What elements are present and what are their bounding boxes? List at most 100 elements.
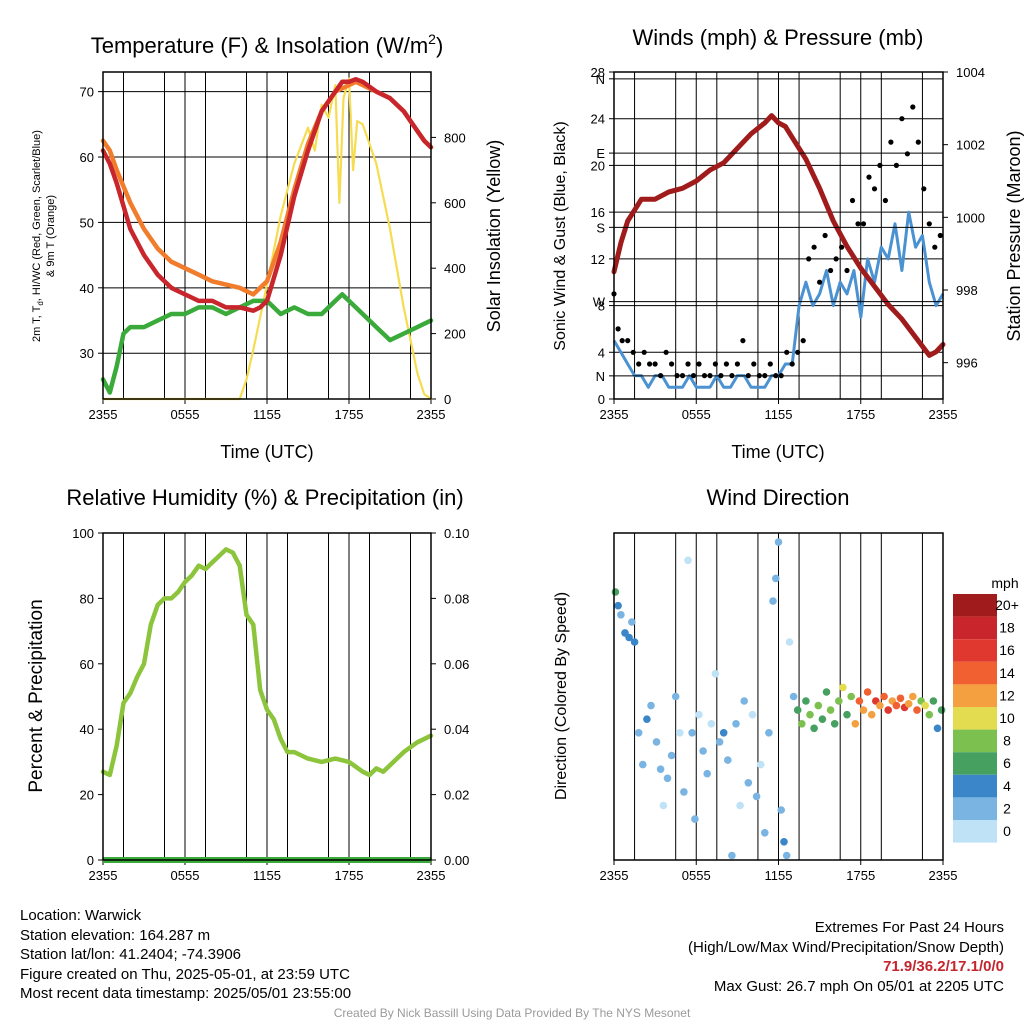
humidity-title: Relative Humidity (%) & Precipitation (i… [66,485,463,510]
direction-point [847,692,855,701]
winds-panel: Winds (mph) & Pressure (mb) 2355 0555 1155… [552,25,1024,462]
direction-point [724,756,732,764]
x-tick-label: 2355 [417,407,446,422]
sol-line [101,77,433,401]
winds-x-label: Time (UTC) [731,442,824,462]
direction-point [921,701,929,710]
temperature-tick-labels: 2355 0555 1155 1755 2355 30 40 50 60 70 0 200 400 600… [80,85,466,422]
direction-point [699,747,707,755]
direction-point [884,706,892,714]
gust-point [910,104,916,110]
gust-point [630,349,636,355]
y-tick-label: 80 [80,591,94,606]
x-tick-label: 0555 [171,407,200,422]
direction-point [933,724,942,733]
recent-timestamp: Most recent data timestamp: 2025/05/01 2… [20,985,352,1002]
direction-point [634,729,643,737]
gust-point [636,361,642,367]
gust-point [921,186,927,192]
x-tick-label: 2355 [600,868,629,883]
temperature-title: Temperature (F) & Insolation (W/m2) [91,31,444,58]
direction-point [691,815,699,823]
gust-point [822,232,828,239]
direction-point [839,683,847,692]
speed-legend-label: 14 [999,665,1015,681]
wind-direction-title: Wind Direction [706,485,849,510]
direction-point [772,574,780,583]
extremes-title: Extremes For Past 24 Hours [814,919,1004,936]
gust-point [800,338,806,344]
speed-legend-swatch [953,661,997,685]
y2-tick-label: 0 [444,392,451,407]
y-tick-label: 12 [591,252,605,267]
direction-point [617,611,625,619]
speed-legend-label: 18 [999,620,1015,636]
direction-point [663,774,672,783]
direction-point [688,729,696,737]
y2-tick-label: 0.10 [444,526,469,541]
x-tick-label: 2355 [600,407,629,422]
gust-point [893,162,900,168]
temperature-x-label: Time (UTC) [220,442,313,462]
x-tick-label: 2355 [417,868,446,883]
direction-point [630,638,639,646]
speed-legend-label: 2 [1003,800,1011,816]
rh-line [100,547,434,778]
direction-point [625,633,633,642]
gust-point [619,338,625,344]
direction-point [937,706,946,714]
direction-point [659,801,668,810]
humidity-y-label: Percent & Precipitation [26,599,47,792]
direction-point [740,697,748,705]
temperature-y-label-line1: 2m T, Td, HI/WC (Red, Green, Scarlet/Blu… [31,130,45,342]
gust-point [784,349,790,355]
y-tick-label: 16 [591,205,605,220]
gust-point [712,361,719,367]
direction-point [929,697,938,705]
y-tick-label: 28 [591,65,605,80]
gust-point [839,244,845,250]
direction-point [810,724,818,733]
direction-point [684,556,692,565]
y-tick-label: 20 [80,788,94,803]
direction-point [639,760,647,769]
gust-point [647,361,653,367]
y-tick-label: 0 [598,392,605,407]
gust-point [806,256,812,262]
gust-point [767,361,773,367]
direction-point [736,801,744,810]
direction-point [785,638,794,646]
gust-point [734,361,741,367]
speed-legend-label: 16 [999,642,1015,658]
direction-point [806,710,814,719]
direction-point [793,706,802,714]
wind-direction-plot-frame [613,532,944,861]
y-tick-label: S [596,220,605,235]
speed-legend-swatch [953,729,997,753]
direction-point [789,692,798,701]
direction-point [614,601,622,610]
direction-point [628,618,636,626]
speed-legend-label: 12 [999,687,1015,703]
speed-legend-swatch [953,707,997,730]
x-tick-label: 0555 [171,868,200,883]
gust-point [888,139,894,145]
gust-point [789,361,795,367]
direction-point [761,829,769,837]
gust-point [855,221,861,227]
direction-point [904,700,913,708]
wind-direction-panel: Wind Direction 2355 0555 1155 1755 2355 N E S W N… [553,72,1019,883]
speed-legend: mph 20+ 18 16 14 12 10 8 6 4 2 0 [953,575,1019,843]
speed-legend-label: 4 [1003,778,1011,794]
speed-legend-swatch [953,752,997,775]
gust-point [937,232,943,239]
y-tick-label: 70 [80,85,94,100]
station-location: Location: Warwick [20,907,142,924]
direction-point [752,792,761,801]
gust-point [833,256,839,262]
y2-tick-label: 200 [444,327,466,342]
direction-point [859,706,868,714]
direction-point [711,670,720,678]
direction-point [656,765,665,773]
direction-point [756,760,765,769]
